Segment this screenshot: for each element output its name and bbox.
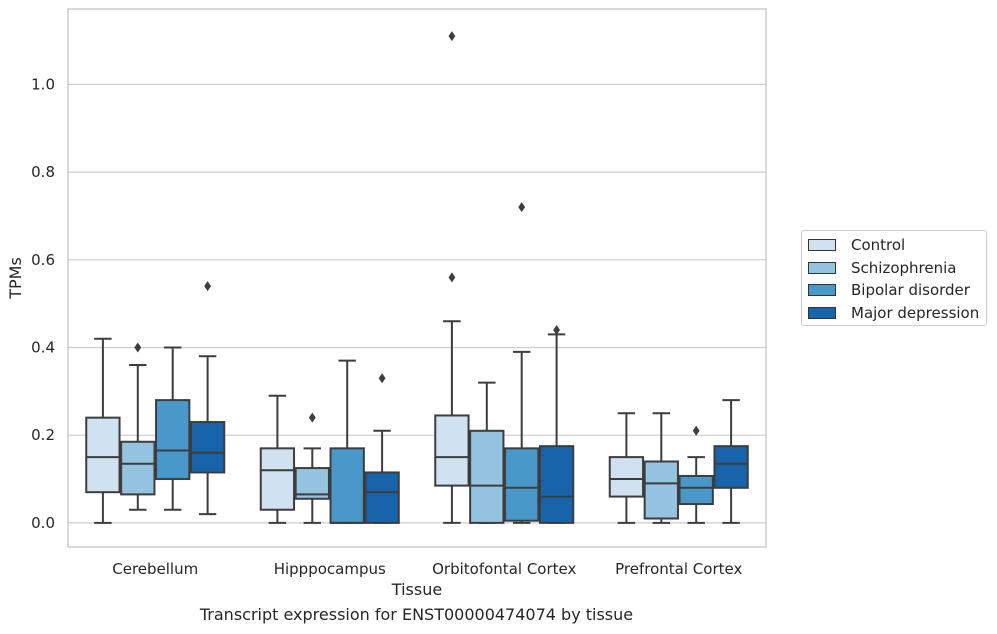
box <box>189 281 226 516</box>
legend-swatch <box>808 239 836 251</box>
y-axis-label: TPMs <box>6 257 25 300</box>
legend-label: Bipolar disorder <box>851 281 970 299</box>
box <box>434 31 470 524</box>
legend-swatch <box>808 261 836 274</box>
y-axis-ticks: 0.0 0.2 0.4 0.6 0.8 1.0 <box>31 75 55 531</box>
box-iqr <box>120 440 156 496</box>
box <box>294 412 330 524</box>
y-tick-label: 0.4 <box>31 338 55 356</box>
legend-item: Major depression <box>808 303 979 323</box>
legend-label: Major depression <box>851 303 980 322</box>
box-iqr <box>155 399 191 481</box>
plot-border <box>67 8 767 548</box>
outlier-point <box>378 373 386 384</box>
legend: Control Schizophrenia Bipolar disorder Majo… <box>801 230 987 326</box>
outlier-point <box>448 31 456 42</box>
box <box>504 202 540 524</box>
box <box>329 359 365 524</box>
legend-item: Control <box>808 235 905 255</box>
box <box>120 342 156 511</box>
y-tick-label: 0.6 <box>31 251 55 269</box>
legend-label: Schizophrenia <box>851 258 957 277</box>
y-tick-label: 0.8 <box>31 163 55 181</box>
outlier-point <box>553 324 560 335</box>
box <box>643 412 679 524</box>
y-tick-label: 0.0 <box>31 514 55 532</box>
box-iqr <box>608 456 645 498</box>
x-axis-ticks: Cerebellum Hipppocampus Orbitofontal Corte… <box>112 560 742 578</box>
y-tick-label: 0.2 <box>31 426 55 444</box>
box-iqr <box>329 447 365 524</box>
legend-label: Control <box>851 236 906 254</box>
box-iqr <box>259 447 296 511</box>
box <box>155 346 191 511</box>
x-tick-label: Orbitofontal Cortex <box>432 560 576 578</box>
box-iqr <box>189 421 226 474</box>
box <box>85 337 121 524</box>
box-iqr <box>678 474 714 506</box>
legend-swatch <box>808 284 836 296</box>
box-iqr <box>504 447 540 522</box>
x-tick-label: Prefrontal Cortex <box>615 560 742 578</box>
y-tick-label: 1.0 <box>31 75 55 93</box>
box <box>469 381 505 524</box>
outlier-point <box>448 272 456 283</box>
chart-caption: Transcript expression for ENST0000047407… <box>199 605 634 624</box>
legend-item: Bipolar disorder <box>808 280 970 300</box>
outlier-point <box>134 342 142 353</box>
box <box>538 324 575 524</box>
outlier-point <box>204 281 211 292</box>
box <box>713 399 749 524</box>
box-iqr <box>434 414 470 487</box>
outlier-point <box>518 202 526 213</box>
x-tick-label: Cerebellum <box>112 560 198 578</box>
box <box>678 425 714 524</box>
box-iqr <box>364 471 400 524</box>
box <box>364 373 400 524</box>
box-iqr <box>643 460 679 520</box>
box-plot-series <box>85 31 749 524</box>
box-iqr <box>713 445 749 489</box>
box-iqr <box>85 416 121 494</box>
box <box>259 394 296 524</box>
legend-swatch <box>808 306 836 319</box>
plot-frame <box>67 8 767 548</box>
box <box>608 412 645 524</box>
legend-item: Schizophrenia <box>808 258 956 278</box>
box-iqr <box>469 429 505 524</box>
x-axis-label: Tissue <box>391 580 442 599</box>
x-tick-label: Hipppocampus <box>274 560 386 578</box>
outlier-point <box>692 425 700 436</box>
outlier-point <box>308 412 316 423</box>
box-iqr <box>538 445 575 524</box>
